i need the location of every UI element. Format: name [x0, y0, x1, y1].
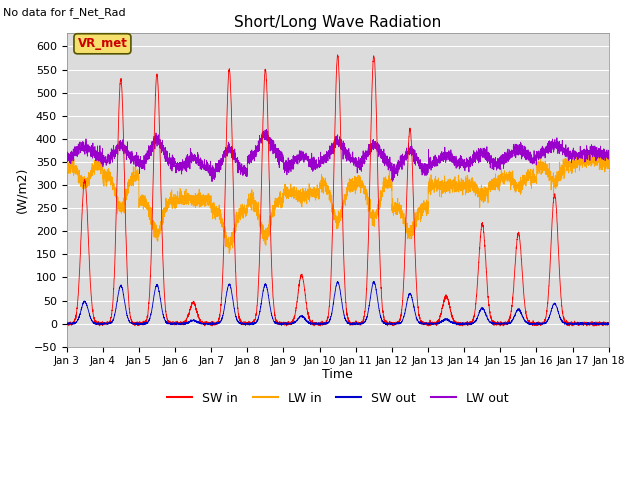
Text: No data for f_Net_Rad: No data for f_Net_Rad	[3, 7, 126, 18]
Text: VR_met: VR_met	[77, 37, 127, 50]
Y-axis label: (W/m2): (W/m2)	[15, 167, 28, 213]
Legend: SW in, LW in, SW out, LW out: SW in, LW in, SW out, LW out	[162, 386, 513, 409]
Title: Short/Long Wave Radiation: Short/Long Wave Radiation	[234, 15, 442, 30]
X-axis label: Time: Time	[323, 368, 353, 381]
